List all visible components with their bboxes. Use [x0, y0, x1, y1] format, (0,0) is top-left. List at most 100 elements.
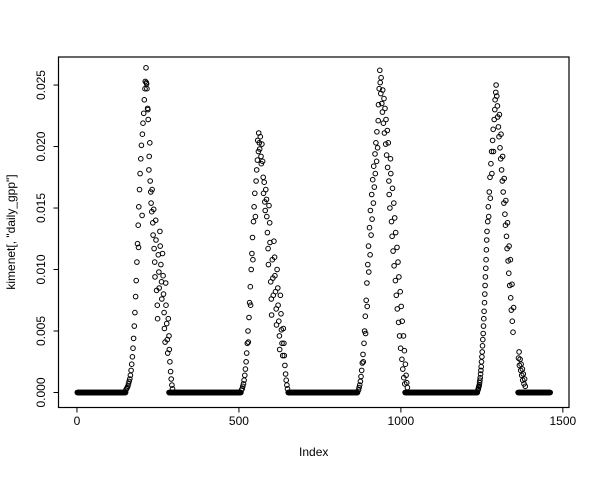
- data-point: [356, 384, 362, 391]
- data-point: [479, 354, 485, 360]
- data-point: [485, 204, 492, 210]
- data-point: [128, 361, 135, 368]
- data-point: [169, 386, 176, 392]
- data-point: [284, 386, 291, 392]
- data-point: [379, 109, 386, 115]
- data-point: [396, 333, 403, 339]
- data-point: [377, 67, 383, 74]
- data-point: [133, 277, 139, 284]
- data-point: [358, 373, 364, 380]
- data-point: [488, 160, 494, 167]
- data-point: [401, 347, 408, 354]
- data-point: [160, 272, 166, 279]
- data-point: [502, 211, 508, 217]
- data-point: [397, 288, 404, 295]
- data-point: [246, 314, 252, 321]
- data-point: [282, 362, 288, 369]
- y-tick-label: 0.025: [34, 70, 48, 100]
- data-point: [509, 281, 515, 288]
- data-point: [138, 156, 144, 162]
- data-point: [144, 85, 150, 92]
- data-point: [498, 167, 505, 173]
- data-point: [387, 205, 393, 211]
- data-point: [369, 216, 375, 222]
- x-tick-label: 1500: [549, 414, 576, 428]
- data-point: [370, 163, 377, 169]
- data-point: [375, 117, 382, 124]
- data-point: [276, 333, 283, 339]
- data-point: [492, 106, 498, 113]
- data-point: [372, 151, 378, 157]
- data-point: [381, 130, 388, 136]
- data-point: [265, 245, 271, 252]
- data-point: [516, 349, 522, 355]
- data-point: [279, 352, 286, 359]
- data-point: [132, 309, 138, 316]
- data-point: [484, 218, 491, 225]
- x-axis-title: Index: [299, 445, 328, 459]
- data-point: [364, 303, 371, 310]
- data-point: [379, 87, 386, 93]
- data-point: [146, 167, 152, 173]
- data-point: [510, 329, 516, 336]
- data-point: [358, 367, 365, 374]
- data-point: [248, 266, 254, 273]
- data-point: [389, 185, 396, 192]
- data-point: [264, 229, 271, 236]
- data-point: [365, 261, 371, 268]
- data-point: [484, 228, 490, 235]
- data-point: [384, 164, 391, 171]
- data-point: [370, 200, 377, 206]
- data-point: [392, 277, 399, 284]
- data-point: [482, 274, 489, 280]
- data-point: [240, 381, 247, 387]
- data-point: [364, 280, 370, 286]
- data-point: [253, 178, 259, 184]
- data-point: [140, 120, 146, 126]
- data-point: [386, 178, 392, 184]
- data-point: [483, 265, 489, 272]
- data-point: [497, 145, 503, 151]
- data-point: [135, 222, 141, 228]
- data-point: [168, 376, 174, 382]
- data-point: [167, 359, 173, 365]
- data-point: [363, 297, 370, 304]
- data-point: [384, 127, 391, 134]
- data-point: [158, 261, 164, 268]
- data-point: [244, 340, 251, 347]
- data-point: [368, 191, 375, 198]
- data-point: [263, 196, 270, 203]
- data-point: [521, 376, 528, 382]
- data-point: [354, 389, 361, 396]
- data-point: [130, 345, 136, 352]
- data-point: [366, 224, 373, 231]
- data-point: [394, 306, 401, 312]
- data-point: [394, 244, 400, 251]
- data-point: [360, 359, 367, 365]
- data-point: [243, 359, 249, 365]
- data-point: [483, 247, 490, 253]
- data-point: [478, 367, 484, 374]
- data-point: [397, 345, 404, 352]
- data-point: [373, 140, 379, 146]
- data-point: [250, 218, 257, 225]
- x-tick-label: 500: [229, 414, 249, 428]
- data-point: [152, 274, 158, 280]
- data-point: [257, 133, 264, 140]
- data-point: [362, 330, 369, 337]
- data-point: [275, 302, 281, 309]
- data-point: [140, 110, 147, 117]
- data-point: [252, 213, 259, 220]
- data-point: [159, 250, 166, 257]
- data-point: [518, 361, 524, 368]
- data-point: [245, 328, 251, 334]
- data-point: [388, 170, 394, 177]
- data-point: [261, 179, 268, 185]
- data-point: [271, 238, 277, 244]
- data-point: [247, 302, 254, 309]
- data-point: [481, 315, 487, 322]
- data-point: [169, 382, 175, 388]
- data-point: [375, 101, 382, 108]
- data-point: [163, 302, 169, 309]
- data-point: [258, 153, 264, 160]
